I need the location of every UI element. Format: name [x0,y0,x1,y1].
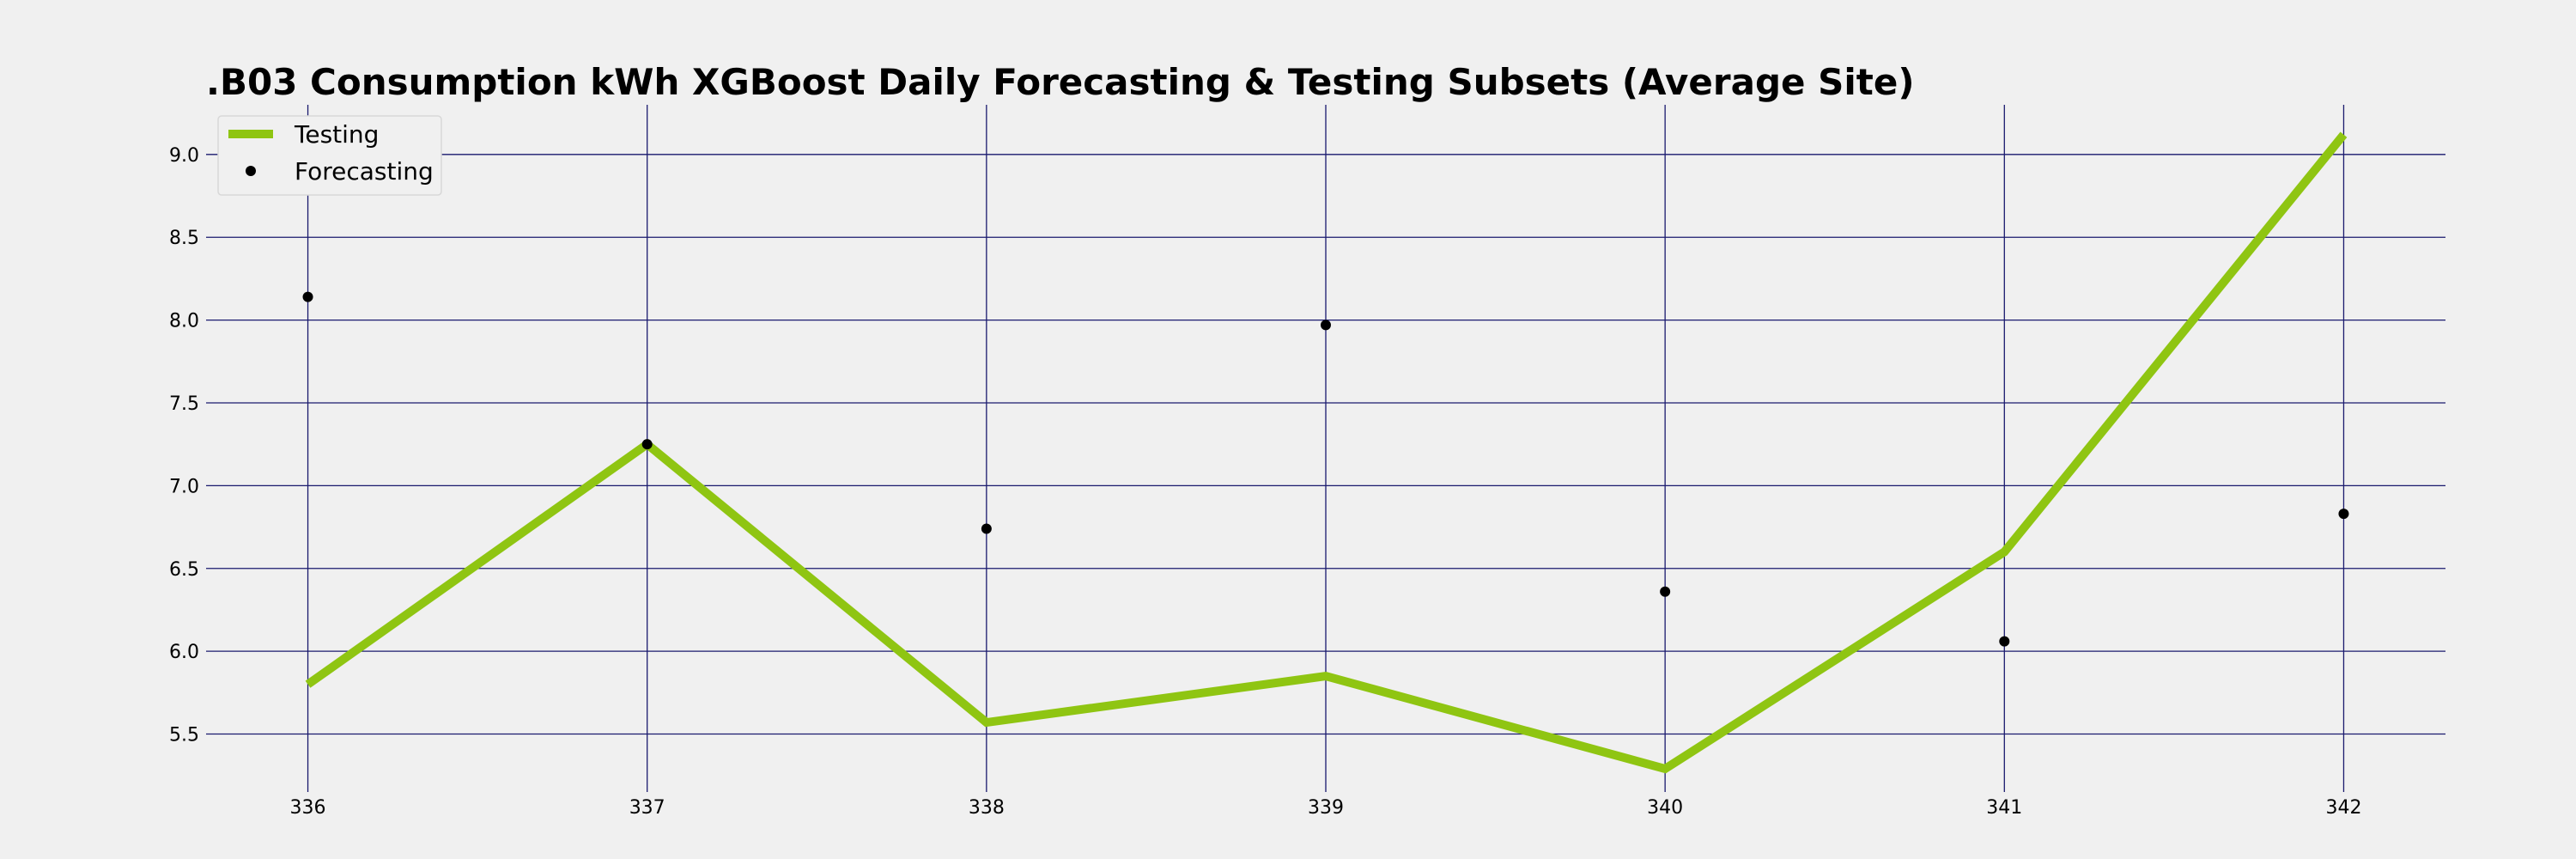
y-tick-label: 6.5 [169,559,199,581]
forecasting-point [1660,586,1671,597]
x-tick-label: 342 [2325,797,2361,819]
y-tick-label: 6.0 [169,642,199,663]
y-tick-label: 7.0 [169,476,199,497]
legend-testing-label: Testing [294,120,379,149]
grid [206,105,2445,792]
chart-title: .B03 Consumption kWh XGBoost Daily Forec… [206,61,1915,103]
series-layer [302,131,2349,774]
forecasting-point [2338,509,2349,520]
y-tick-label: 7.5 [169,393,199,415]
x-tick-label: 336 [290,797,326,819]
x-tick-label: 337 [629,797,665,819]
tick-labels: 5.5 6.0 6.5 7.0 7.5 8.0 8.5 9.0 336 337 338 339 340 3… [169,145,2361,819]
y-tick-label: 9.0 [169,145,199,167]
x-tick-label: 339 [1308,797,1344,819]
x-tick-label: 340 [1647,797,1683,819]
y-tick-label: 5.5 [169,725,199,746]
forecasting-point [1321,320,1331,331]
y-tick-label: 8.5 [169,228,199,249]
legend-forecasting-swatch [246,166,256,176]
x-tick-label: 338 [969,797,1005,819]
legend-forecasting-label: Forecasting [295,157,434,186]
legend: Testing Forecasting [217,115,442,196]
x-tick-label: 341 [1986,797,2022,819]
forecasting-point [1999,636,2010,647]
legend-frame [217,115,442,196]
y-tick-label: 8.0 [169,311,199,332]
forecasting-point [641,439,653,450]
forecasting-point [981,523,992,534]
forecasting-point [302,291,313,302]
